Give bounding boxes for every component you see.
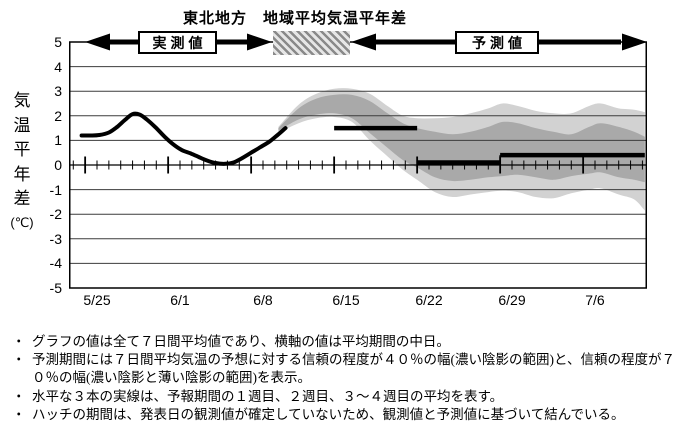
forecast-label-box: 予測値 (455, 31, 539, 54)
note-text: 予測期間には７日間平均気温の予想に対する信頼の程度が４０％の幅(濃い陰影の範囲)… (32, 352, 675, 386)
y-axis-unit: (℃) (10, 214, 34, 230)
y-tick-label: -3 (49, 230, 62, 247)
y-tick-label: 1 (54, 132, 62, 149)
y-axis-title-char: 年 (13, 164, 31, 184)
x-tick-label: 6/1 (170, 292, 190, 308)
x-tick-label: 5/25 (83, 292, 111, 308)
notes-list: ・ グラフの値は全て７日間平均値であり、横軸の値は平均期間の中日。 ・ 予測期間… (8, 333, 684, 424)
note-text: 水平な３本の実線は、予報期間の１週目、２週目、３～４週目の平均を表す。 (32, 388, 504, 404)
y-tick-label: 3 (54, 83, 62, 100)
note-bullet: ・ (12, 352, 26, 368)
y-axis-title-char: 平 (13, 140, 31, 159)
y-tick-label: 4 (54, 58, 62, 75)
note-text: ハッチの期間は、発表日の観測値が確定していないため、観測値と予測値に基づいて結ん… (32, 406, 625, 422)
note-bullet: ・ (12, 388, 26, 404)
x-tick-label: 6/8 (253, 292, 273, 308)
y-axis-title-char: 差 (13, 189, 31, 208)
y-axis-title: 気温平年差 (℃) (5, 89, 39, 234)
note-item: ・ 予測期間には７日間平均気温の予想に対する信頼の程度が４０％の幅(濃い陰影の範… (8, 351, 684, 387)
x-tick-label: 6/29 (498, 292, 526, 308)
note-item: ・ グラフの値は全て７日間平均値であり、横軸の値は平均期間の中日。 (8, 333, 684, 351)
x-tick-label: 6/22 (415, 292, 443, 308)
y-tick-label: -1 (49, 181, 62, 198)
chart-title: 東北地方 地域平均気温平年差 (183, 10, 408, 27)
note-bullet: ・ (12, 406, 26, 422)
y-tick-label: 0 (54, 157, 62, 173)
plot-area-svg (69, 41, 647, 289)
note-text: グラフの値は全て７日間平均値であり、横軸の値は平均期間の中日。 (32, 334, 450, 349)
note-item: ・ ハッチの期間は、発表日の観測値が確定していないため、観測値と予測値に基づいて… (8, 406, 684, 424)
note-item: ・ 水平な３本の実線は、予報期間の１週目、２週目、３～４週目の平均を表す。 (8, 388, 684, 406)
hatch-period-marker (273, 31, 350, 55)
forecast-label: 予測値 (472, 34, 526, 51)
x-tick-label: 6/15 (332, 292, 360, 308)
observed-label-box: 実測値 (138, 31, 217, 54)
observed-line (79, 111, 288, 166)
y-tick-label: -5 (49, 280, 62, 296)
note-bullet: ・ (12, 334, 26, 349)
y-axis-title-char: 気 (13, 91, 31, 110)
y-tick-label: -2 (49, 206, 62, 223)
observed-label: 実測値 (152, 34, 207, 51)
y-tick-label: -4 (49, 255, 62, 272)
x-tick-label: 7/6 (585, 292, 605, 308)
y-tick-label: 2 (54, 107, 62, 124)
y-tick-label: 5 (54, 34, 62, 50)
y-axis-title-char: 温 (13, 115, 31, 135)
